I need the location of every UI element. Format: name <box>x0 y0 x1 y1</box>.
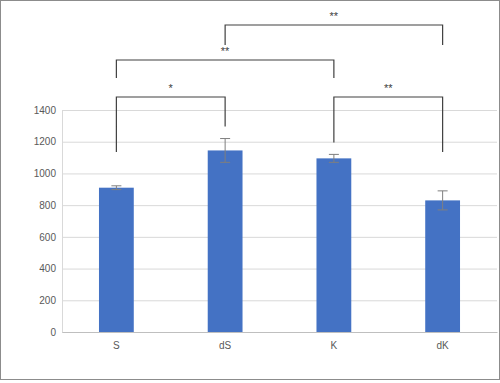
error-bar <box>329 154 339 162</box>
bar <box>99 188 134 332</box>
x-tick-label: K <box>331 340 338 351</box>
bar <box>425 200 460 332</box>
error-bar <box>220 139 230 163</box>
bracket <box>225 25 443 45</box>
y-tick: 400 <box>39 263 62 274</box>
x-axis: SdS KdK <box>63 332 498 351</box>
grid-line <box>62 173 497 174</box>
bracket <box>334 97 443 152</box>
error-bar <box>111 186 121 190</box>
y-tick: 800 <box>39 200 62 211</box>
annotation-label: ** <box>221 45 230 57</box>
y-tick-label: 0 <box>50 327 56 338</box>
frame <box>1 1 500 380</box>
x-axis-line <box>63 332 498 333</box>
error-bar <box>438 191 448 210</box>
y-tick: 1200 <box>34 136 62 147</box>
grid <box>62 111 497 333</box>
x-tick-label: S <box>113 340 120 351</box>
error-bar-line <box>111 186 121 190</box>
y-tick: 200 <box>39 295 62 306</box>
y-tick: 1400 <box>34 105 62 116</box>
x-tick: S <box>113 332 120 351</box>
y-tick: 0 <box>50 327 62 338</box>
y-tick-label: 800 <box>39 200 56 211</box>
annotation-label: ** <box>330 10 339 22</box>
chart: 0200400600800100012001400SdSKdK******* <box>0 0 500 383</box>
y-tick: 600 <box>39 232 62 243</box>
bracket <box>116 97 225 152</box>
y-tick-label: 200 <box>39 295 56 306</box>
annotations: ******* <box>116 10 442 152</box>
bar <box>208 150 243 332</box>
y-tick-label: 600 <box>39 232 56 243</box>
error-bar-line <box>438 191 448 210</box>
y-axis-line <box>62 111 63 333</box>
y-tick-label: 400 <box>39 263 56 274</box>
bracket <box>116 60 334 78</box>
grid-line <box>62 110 497 111</box>
x-tick-label: dK <box>437 340 450 351</box>
x-tick: K <box>331 332 338 351</box>
y-tick-label: 1000 <box>34 168 57 179</box>
annotation-label: ** <box>384 82 393 94</box>
annotation-label: * <box>169 82 174 94</box>
bar <box>316 158 351 332</box>
x-tick: dK <box>437 332 450 351</box>
grid-line <box>62 332 497 333</box>
x-tick: dS <box>219 332 232 351</box>
y-tick-label: 1200 <box>34 136 57 147</box>
grid-line <box>62 142 497 143</box>
y-tick-label: 1400 <box>34 105 57 116</box>
y-tick: 1000 <box>34 168 62 179</box>
error-bar-line <box>220 139 230 163</box>
marks <box>99 139 460 332</box>
x-tick-label: dS <box>219 340 232 351</box>
error-bar-line <box>329 154 339 162</box>
y-axis: 0 200 400 600 800 1000 1200 1400 <box>34 105 63 338</box>
